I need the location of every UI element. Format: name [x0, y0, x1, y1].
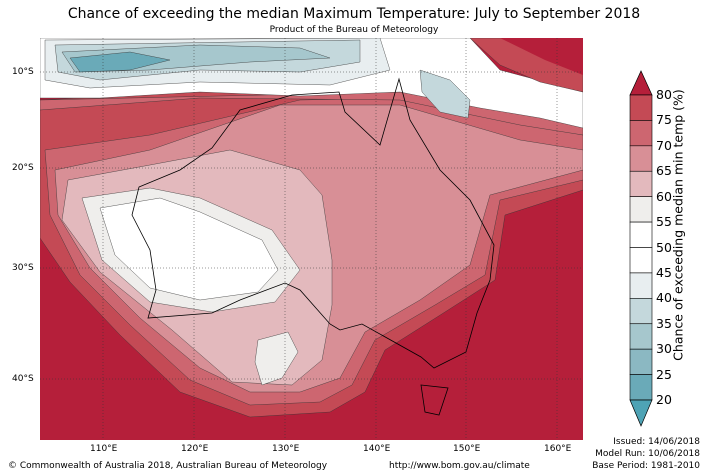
model-run-date: Model Run: 10/06/2018 — [595, 449, 700, 459]
lon-label: 160°E — [544, 444, 572, 454]
coastline-australia — [131, 77, 495, 369]
colorbar-segment — [629, 374, 653, 401]
colorbar-extend-low — [629, 399, 653, 427]
colorbar-segment — [629, 145, 653, 172]
colorbar-tick-label: 75 — [656, 112, 672, 128]
gridlines — [40, 38, 583, 440]
lon-label: 140°E — [363, 444, 391, 454]
lon-label: 110°E — [90, 444, 118, 454]
colorbar-tick-label: 60 — [656, 188, 672, 204]
colorbar-segment — [629, 272, 653, 299]
figure-subtitle: Product of the Bureau of Meteorology — [269, 25, 439, 35]
colorbar-tick-label: 40 — [656, 290, 672, 306]
colorbar-segment — [629, 196, 653, 223]
colorbar-segment — [629, 323, 653, 350]
colorbar-tick-label: 45 — [656, 264, 672, 280]
contour-25 — [69, 51, 171, 73]
colorbar-segment — [629, 221, 653, 248]
colorbar — [629, 70, 653, 427]
colorbar-segment — [629, 120, 653, 147]
colorbar-tick-label: 80 — [656, 87, 672, 102]
contour-northeast-dark — [500, 38, 583, 75]
colorbar-segment — [629, 170, 653, 197]
colorbar-extend-high — [629, 70, 653, 96]
figure-title: Chance of exceeding the median Maximum T… — [67, 6, 641, 22]
colorbar-segment — [629, 298, 653, 325]
lat-label: 20°S — [12, 163, 34, 173]
issued-date: Issued: 14/06/2018 — [613, 437, 700, 447]
contour-55-south — [254, 331, 299, 386]
colorbar-segment — [629, 94, 653, 121]
coastline-tasmania — [420, 384, 449, 416]
colorbar-tick-label: 55 — [656, 214, 672, 230]
map — [40, 38, 583, 440]
lon-label: 120°E — [181, 444, 209, 454]
lat-label: 10°S — [12, 67, 34, 77]
contour-50 — [99, 197, 279, 301]
lon-label: 130°E — [272, 444, 300, 454]
colorbar-tick-label: 35 — [656, 315, 672, 331]
copyright: © Commonwealth of Australia 2018, Austra… — [8, 461, 328, 471]
lat-label: 30°S — [12, 263, 34, 273]
colorbar-segment — [629, 348, 653, 375]
website-link[interactable]: http://www.bom.gov.au/climate — [389, 461, 530, 471]
colorbar-tick-label: 70 — [656, 137, 672, 153]
colorbar-tick-label: 30 — [656, 341, 672, 357]
colorbar-tick-label: 65 — [656, 163, 672, 179]
colorbar-tick-label: 20 — [656, 392, 672, 407]
colorbar-label: Chance of exceeding median min temp (%) — [670, 89, 686, 361]
contour-ne-blue — [419, 69, 471, 119]
colorbar-tick-label: 50 — [656, 239, 672, 255]
colorbar-tick-label: 25 — [656, 366, 672, 382]
lat-label: 40°S — [12, 374, 34, 384]
colorbar-segment — [629, 247, 653, 274]
base-period: Base Period: 1981-2010 — [592, 461, 700, 471]
lon-label: 150°E — [453, 444, 481, 454]
